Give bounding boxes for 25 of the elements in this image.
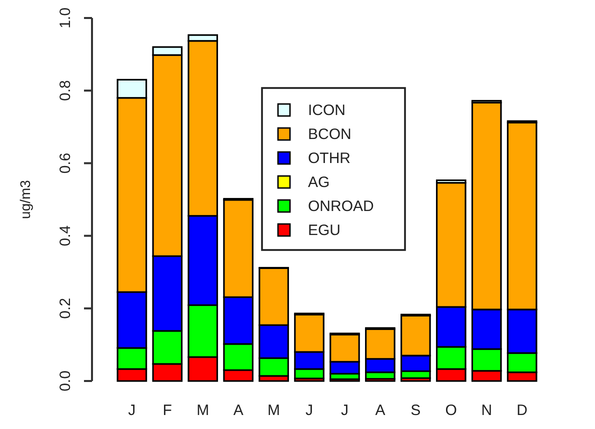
x-tick-label: S (410, 402, 421, 419)
legend-label: AG (308, 174, 330, 191)
y-tick-label: 0.2 (57, 298, 74, 319)
legend-label: OTHR (308, 150, 351, 167)
y-axis-title: ug/m3 (17, 180, 33, 219)
legend-label: EGU (308, 222, 341, 239)
x-tick-label: J (340, 402, 348, 419)
y-tick-label: 0.0 (57, 370, 74, 392)
x-tick-label: A (233, 402, 244, 419)
legend-label: BCON (308, 126, 352, 143)
y-tick-label: 0.8 (57, 80, 74, 102)
x-tick-label: N (481, 402, 492, 419)
x-tick-label: M (196, 402, 210, 419)
x-tick-label: A (375, 402, 386, 419)
y-tick-label: 0.4 (57, 225, 74, 246)
x-tick-label: J (128, 402, 136, 419)
x-tick-label: F (162, 402, 172, 419)
y-tick-label: 0.6 (57, 152, 74, 174)
x-tick-label: M (268, 402, 280, 419)
x-tick-label: O (445, 402, 457, 419)
x-tick-label: J (306, 402, 314, 419)
x-tick-label: D (516, 402, 528, 419)
y-tick-label: 1.0 (57, 8, 74, 28)
legend-label: ICON (308, 102, 346, 119)
legend-label: ONROAD (308, 198, 374, 215)
